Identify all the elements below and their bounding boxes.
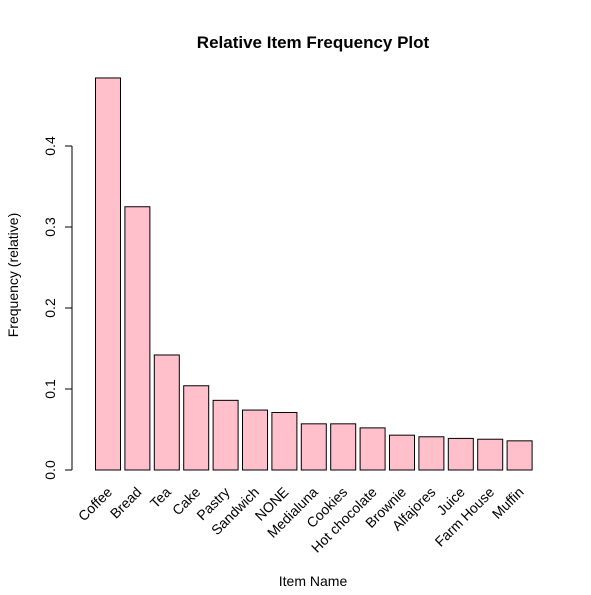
- y-tick-label: 0.3: [42, 217, 58, 237]
- bar-coffee: [95, 77, 121, 471]
- bar-tea: [153, 354, 180, 471]
- bar-none: [271, 411, 298, 471]
- bar-brownie: [389, 434, 415, 471]
- y-tick-label: 0.0: [42, 460, 58, 480]
- bar-bread: [124, 206, 151, 471]
- y-tick-label: 0.1: [42, 379, 58, 399]
- bar-farm-house: [477, 438, 504, 471]
- chart-title: Relative Item Frequency Plot: [197, 33, 430, 52]
- y-tick-label: 0.4: [42, 136, 58, 156]
- y-axis-title: Frequency (relative): [5, 213, 21, 338]
- bar-alfajores: [418, 436, 445, 471]
- bar-cake: [183, 385, 210, 471]
- x-axis-title: Item Name: [279, 573, 348, 589]
- x-tick-label: Coffee: [75, 484, 115, 524]
- bar-juice: [447, 437, 474, 471]
- bar-sandwich: [242, 409, 268, 471]
- x-tick-label: Bread: [107, 484, 145, 522]
- bar-cookies: [330, 423, 357, 471]
- bar-pastry: [212, 399, 239, 471]
- x-tick-label: Muffin: [489, 484, 527, 522]
- bar-hot-chocolate: [359, 427, 386, 471]
- bars: [95, 77, 533, 471]
- y-tick-label: 0.2: [42, 298, 58, 318]
- bar-muffin: [506, 440, 533, 471]
- y-axis: 0.0 0.1 0.2 0.3 0.4: [42, 136, 73, 480]
- bar-medialuna: [300, 423, 327, 471]
